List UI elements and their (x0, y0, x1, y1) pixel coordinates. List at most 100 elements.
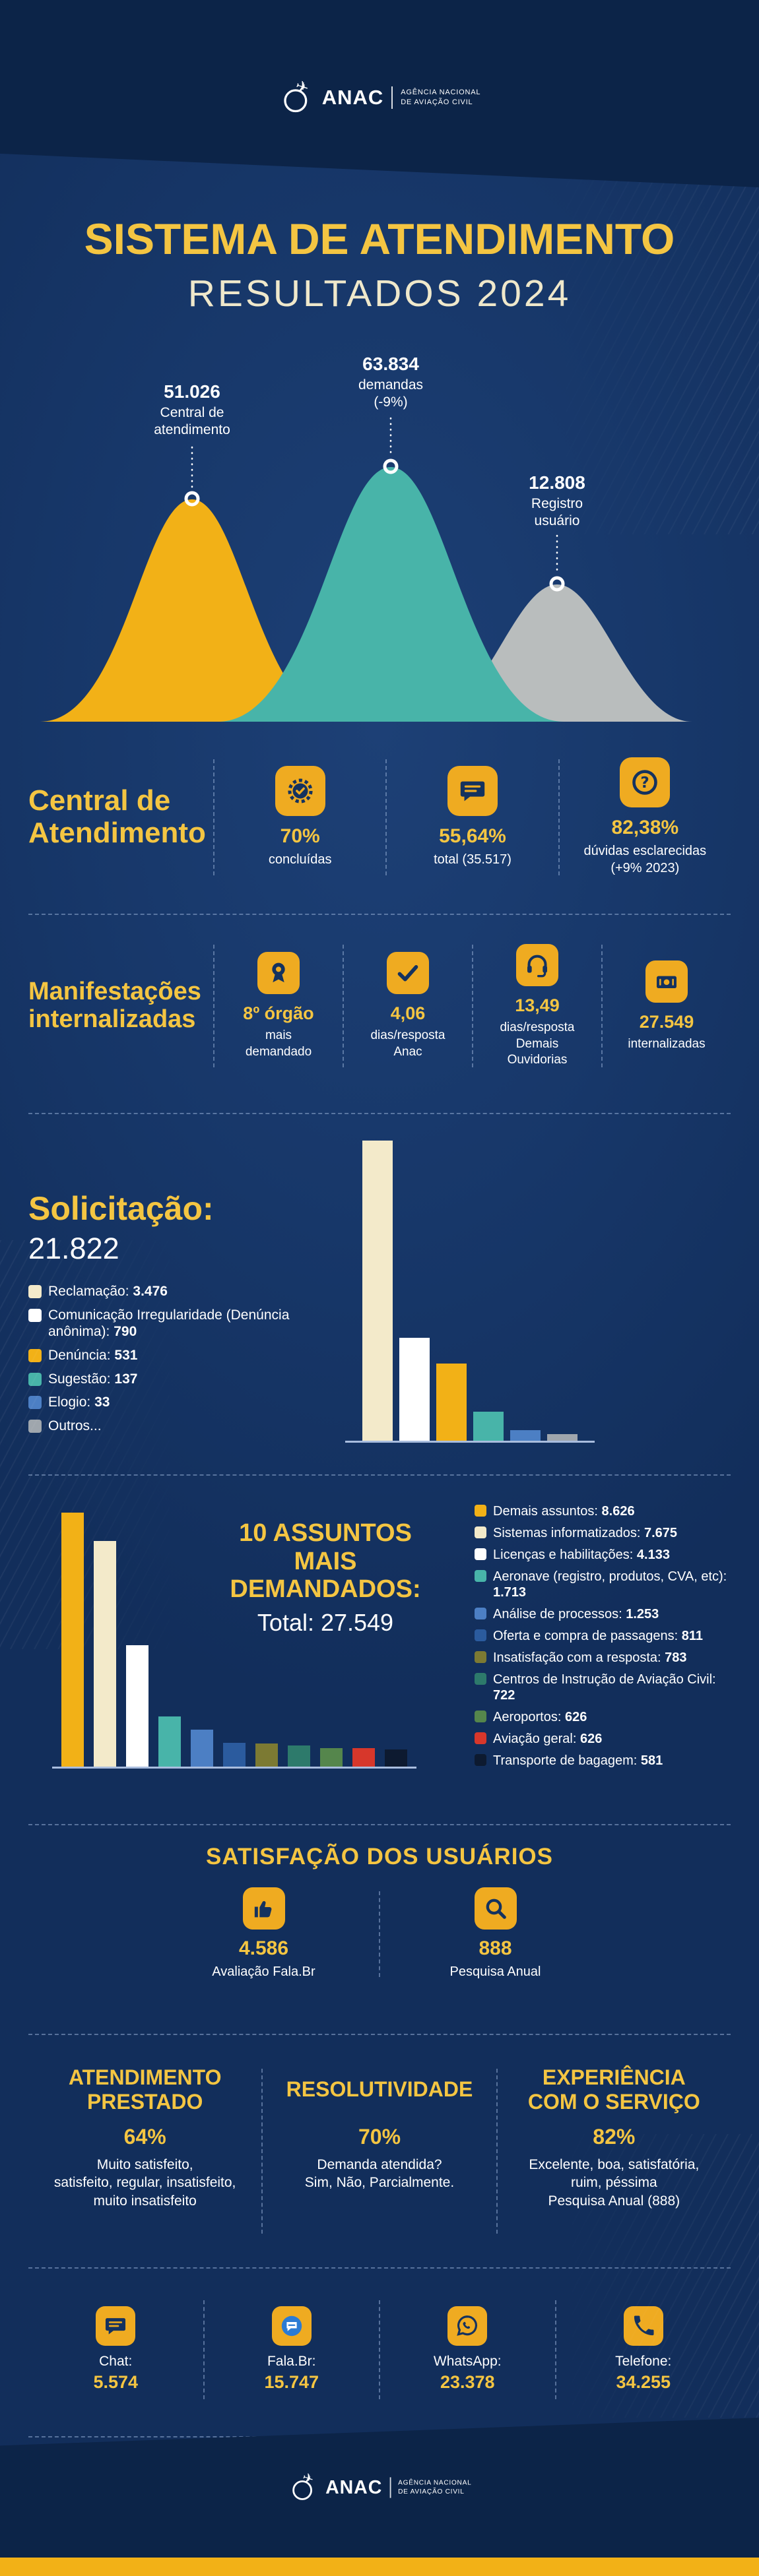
channel-chat: Chat: 5.574 (28, 2306, 203, 2393)
vertical-divider (379, 1891, 380, 1977)
peak-caption: Registro usuário (531, 496, 583, 528)
bar-outros (547, 1434, 578, 1441)
legend-value: 626 (579, 1732, 603, 1747)
stat-value: 888 (478, 1937, 512, 1960)
legend-item: Outros... (28, 1418, 339, 1435)
bar-oferta-passagens (223, 1742, 246, 1767)
legend-swatch (475, 1548, 486, 1561)
vertical-divider (343, 945, 344, 1068)
legend-swatch (475, 1732, 486, 1745)
legend-value: 790 (114, 1324, 137, 1340)
brand-tagline: AGÊNCIA NACIONAL DE AVIAÇÃO CIVIL (401, 88, 481, 106)
legend-swatch (28, 1348, 42, 1362)
svg-text:?: ? (641, 774, 649, 792)
panel-value: 82% (593, 2124, 636, 2149)
stat-value: 82,38% (611, 817, 679, 838)
demand-mountain-chart: 51.026 Central de atendimento 63.834 dem… (30, 334, 729, 726)
stat-value: 4,06 (390, 1003, 426, 1024)
legend-label: Denúncia: (48, 1347, 111, 1363)
bar-aviacao-geral (352, 1748, 375, 1767)
legend-item: Sugestão: 137 (28, 1371, 339, 1388)
svg-text:✈: ✈ (300, 2473, 315, 2488)
stat-label: Pesquisa Anual (449, 1964, 541, 1980)
vertical-divider (203, 2300, 205, 2399)
legend-item: Aeroportos: 626 (475, 1709, 731, 1725)
magnifier-icon (474, 1887, 517, 1930)
panel-heading: ATENDIMENTO PRESTADO (68, 2065, 222, 2114)
thumbs-up-icon (242, 1887, 285, 1930)
legend-label: Análise de processos: (493, 1607, 622, 1622)
peak-caption: Central de atendimento (154, 405, 230, 437)
money-icon (645, 960, 688, 1003)
legend-value: 33 (94, 1395, 110, 1410)
stat-label: dias/resposta Demais Ouvidorias (500, 1021, 575, 1067)
assuntos-total: Total: 27.549 (257, 1608, 394, 1636)
channel-value: 34.255 (616, 2372, 671, 2393)
vertical-divider (213, 759, 214, 875)
mountain-curves (40, 417, 692, 722)
vertical-divider (601, 945, 603, 1068)
legend-item: Aeronave (registro, produtos, CVA, etc):… (475, 1569, 731, 1600)
peak-marker (184, 491, 200, 507)
legend-swatch (475, 1526, 486, 1539)
header-band: ✈ ANAC AGÊNCIA NACIONAL DE AVIAÇÃO CIVIL (0, 0, 759, 187)
satisfacao-stats: 4.586 Avaliação Fala.Br 888 Pesquisa Anu… (148, 1887, 610, 1981)
legend-label: Centros de Instrução de Aviação Civil: (493, 1672, 716, 1687)
legend-label: Sistemas informatizados: (493, 1526, 641, 1541)
satisfacao-section: SATISFAÇÃO DOS USUÁRIOS 4.586 Avaliação … (0, 1844, 759, 1981)
check-icon (387, 952, 429, 995)
panel-atendimento-prestado: ATENDIMENTO PRESTADO 64% Muito satisfeit… (28, 2061, 261, 2241)
stat-value: 55,64% (439, 825, 506, 847)
stat-label: total (35.517) (434, 852, 512, 867)
anac-logo-footer: ✈ ANAC AGÊNCIA NACIONAL DE AVIAÇÃO CIVIL (288, 2473, 471, 2502)
bar-transporte-bagagem (385, 1749, 407, 1767)
legend-swatch (28, 1308, 42, 1322)
bar-sistemas-informatizados (94, 1540, 116, 1767)
stat-dias-ouvidorias: 13,49 dias/resposta Demais Ouvidorias (473, 944, 601, 1068)
bar-licencas (126, 1645, 148, 1767)
anac-orbit-plane-icon: ✈ (279, 80, 314, 115)
legend-item: Insatisfação com a resposta: 783 (475, 1650, 731, 1666)
legend-label: Transporte de bagagem: (493, 1753, 638, 1769)
legend-label: Demais assuntos: (493, 1504, 598, 1519)
legend-item: Elogio: 33 (28, 1394, 339, 1411)
legend-label: Outros... (48, 1418, 102, 1433)
assuntos-bar-chart (52, 1513, 416, 1769)
stat-concluidas: 70% concluídas (214, 765, 385, 869)
solicitacao-legend-block: Solicitação: 21.822 Reclamação: 3.476 Co… (28, 1131, 339, 1460)
legend-swatch (475, 1570, 486, 1583)
legend-swatch (475, 1711, 486, 1723)
brand-divider (389, 2477, 391, 2498)
anac-orbit-plane-icon: ✈ (288, 2473, 318, 2502)
section-heading: Manifestações internalizadas (28, 978, 201, 1034)
legend-label: Aeronave (registro, produtos, CVA, etc): (493, 1569, 727, 1585)
bottom-accent-bar (0, 2558, 759, 2576)
question-circle-icon: ? (620, 757, 671, 807)
chat-lines-icon (447, 765, 498, 816)
stat-pesquisa-anual: 888 Pesquisa Anual (380, 1887, 610, 1981)
assuntos-heading-block: 10 ASSUNTOS MAIS DEMANDADOS: Total: 27.5… (207, 1519, 444, 1637)
section-divider (28, 2267, 731, 2269)
bar-aeronave (158, 1716, 181, 1767)
bar-denuncia (436, 1363, 467, 1441)
legend-item: Oferta e compra de passagens: 811 (475, 1628, 731, 1644)
gear-check-icon (275, 765, 325, 816)
legend-value: 137 (114, 1371, 138, 1387)
central-atendimento-section: Central de Atendimento 70% concluídas (28, 745, 731, 889)
channel-value: 15.747 (264, 2372, 319, 2393)
section-divider (28, 2033, 731, 2035)
legend-value: 8.626 (601, 1504, 635, 1519)
assuntos-section: 10 ASSUNTOS MAIS DEMANDADOS: Total: 27.5… (28, 1493, 731, 1808)
whatsapp-icon (447, 2306, 488, 2346)
peak-value: 63.834 (362, 354, 419, 374)
panel-heading: RESOLUTIVIDADE (286, 2077, 473, 2102)
peak-marker (549, 576, 565, 592)
solicitacao-bar-chart (339, 1131, 731, 1460)
stat-value: 8º órgão (243, 1003, 314, 1024)
section-heading: SATISFAÇÃO DOS USUÁRIOS (205, 1844, 553, 1870)
stat-total: 55,64% total (35.517) (387, 765, 558, 869)
legend-swatch (475, 1629, 486, 1642)
channel-telefone: Telefone: 34.255 (556, 2306, 731, 2393)
legend-item: Denúncia: 531 (28, 1347, 339, 1364)
legend-item: Análise de processos: 1.253 (475, 1606, 731, 1622)
